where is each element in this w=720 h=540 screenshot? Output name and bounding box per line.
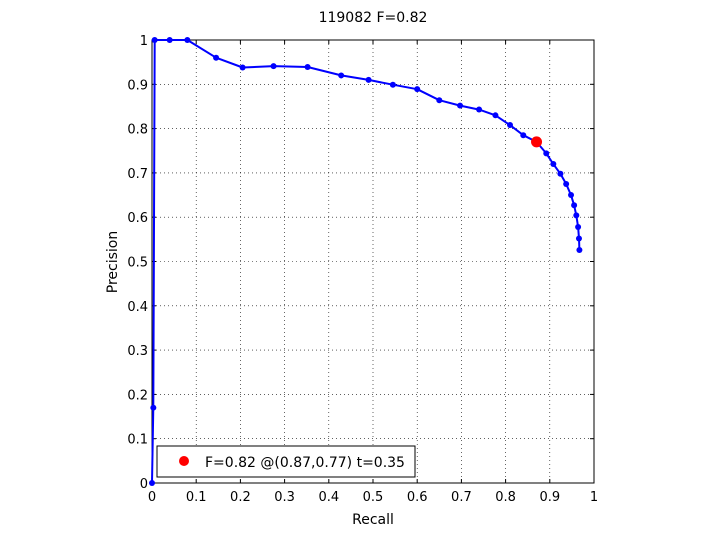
y-tick-label: 0.8: [127, 123, 148, 138]
y-tick-label: 0: [140, 477, 148, 492]
series-point: [520, 132, 527, 139]
x-axis-label: Recall: [352, 512, 394, 528]
series-point: [476, 106, 483, 113]
series-point: [576, 246, 583, 253]
series-point: [557, 170, 564, 177]
legend: F=0.82 @(0.87,0.77) t=0.35: [156, 445, 416, 478]
y-tick-label: 0.3: [127, 344, 148, 359]
series-point: [239, 64, 246, 71]
series-point: [492, 112, 499, 119]
y-axis-label: Precision: [105, 231, 121, 293]
x-tick-label: 0.7: [451, 490, 472, 505]
series-point: [149, 480, 155, 486]
y-tick-label: 1: [140, 34, 148, 49]
series-point: [184, 37, 191, 43]
series-point: [389, 81, 396, 88]
legend-box: [156, 445, 416, 478]
x-tick-label: 0.3: [274, 490, 295, 505]
series-point: [270, 63, 277, 70]
y-tick-label: 0.9: [127, 78, 148, 93]
series-point: [507, 122, 514, 129]
legend-marker: [179, 456, 189, 466]
series-point: [573, 212, 580, 219]
y-tick-label: 0.1: [127, 433, 148, 448]
series-point: [543, 150, 550, 157]
series-point: [563, 180, 570, 187]
y-tick-label: 0.7: [127, 167, 148, 182]
x-tick-label: 0: [148, 490, 156, 505]
series-point: [457, 102, 464, 109]
y-tick-label: 0.6: [127, 211, 148, 226]
chart-title: 119082 F=0.82: [319, 10, 428, 26]
series-point: [213, 54, 220, 61]
x-tick-label: 1: [590, 490, 598, 505]
x-tick-label: 0.1: [186, 490, 207, 505]
series-point: [150, 404, 157, 411]
series-point: [166, 37, 173, 43]
x-tick-label: 0.2: [230, 490, 251, 505]
x-tick-label: 0.6: [407, 490, 428, 505]
series-point: [571, 202, 578, 209]
x-tick-label: 0.5: [363, 490, 384, 505]
x-tick-label: 0.4: [318, 490, 339, 505]
series-point: [365, 76, 372, 83]
series-point: [151, 37, 158, 43]
y-tick-label: 0.2: [127, 388, 148, 403]
series-point: [575, 223, 582, 230]
best-f-point: [531, 136, 543, 148]
series-point: [414, 86, 421, 93]
x-tick-label: 0.8: [495, 490, 516, 505]
y-tick-label: 0.4: [127, 300, 148, 315]
x-tick-label: 0.9: [539, 490, 560, 505]
series-point: [568, 192, 575, 199]
series-point: [304, 64, 311, 71]
series-point: [436, 97, 443, 104]
axis-ticks: 0 0.1 0.2 0.3 0.4 0.5 0.6 0.7 0.8 0.9 1 0 0.1 0.2 0.3 0…: [127, 34, 598, 505]
series-point: [575, 235, 582, 242]
series-point: [550, 161, 557, 168]
y-tick-label: 0.5: [127, 256, 148, 271]
series-point: [338, 72, 345, 79]
legend-text: F=0.82 @(0.87,0.77) t=0.35: [205, 455, 405, 471]
highlight-layer: [531, 136, 543, 148]
grid: [152, 40, 594, 483]
